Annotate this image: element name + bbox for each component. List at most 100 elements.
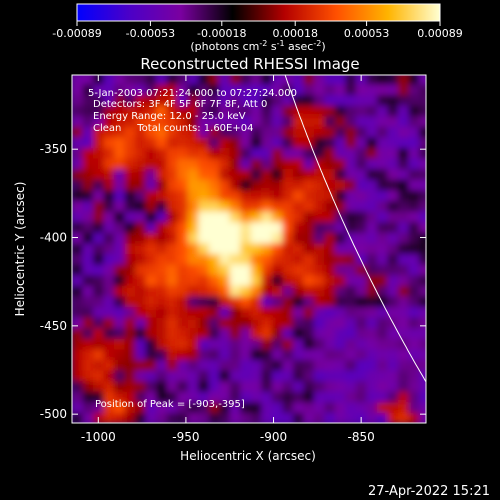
heatmap-cell <box>313 295 325 308</box>
heatmap-cell <box>166 412 178 423</box>
heatmap-cell <box>187 338 199 350</box>
heatmap-cell <box>229 264 241 276</box>
heatmap-cell <box>408 391 420 403</box>
heatmap-cell <box>145 306 157 318</box>
heatmap-cell <box>72 189 84 202</box>
heatmap-cell <box>72 179 84 191</box>
heatmap-cell <box>219 264 231 276</box>
heatmap-cell <box>282 401 294 414</box>
heatmap-cell <box>229 105 241 117</box>
heatmap-cell <box>355 370 368 382</box>
heatmap-cell <box>334 380 346 392</box>
heatmap-cell <box>387 391 399 403</box>
heatmap-cell <box>124 391 136 403</box>
heatmap-cell <box>313 221 325 233</box>
heatmap-cell <box>271 274 283 286</box>
heatmap-cell <box>282 359 294 371</box>
heatmap-cell <box>376 232 389 244</box>
heatmap-cell <box>376 412 389 423</box>
heatmap-cell <box>376 168 389 180</box>
heatmap-cell <box>397 179 410 191</box>
heatmap-cell <box>103 370 115 382</box>
heatmap-cell <box>355 264 368 276</box>
heatmap-cell <box>156 242 168 255</box>
heatmap-cell <box>355 168 368 180</box>
heatmap-cell <box>271 168 283 180</box>
heatmap-cell <box>397 168 410 180</box>
heatmap-cell <box>271 380 283 392</box>
heatmap-cell <box>376 221 389 233</box>
heatmap-cell <box>387 338 399 350</box>
heatmap-cell <box>282 295 294 308</box>
heatmap-cell <box>240 338 252 350</box>
heatmap-cell <box>219 179 231 191</box>
heatmap-cell <box>177 348 189 361</box>
heatmap-cell <box>145 380 157 392</box>
heatmap-cell <box>240 253 252 265</box>
heatmap-cell <box>261 200 273 212</box>
heatmap-cell <box>366 221 378 233</box>
heatmap-cell <box>156 211 168 223</box>
heatmap-cell <box>345 370 357 382</box>
heatmap-cell <box>313 338 325 350</box>
heatmap-cell <box>177 242 189 255</box>
heatmap-cell <box>229 136 241 149</box>
heatmap-cell <box>103 115 115 127</box>
heatmap-cell <box>418 94 426 106</box>
heatmap-cell <box>397 75 410 85</box>
heatmap-cell <box>103 412 115 423</box>
heatmap-cell <box>124 158 136 170</box>
heatmap-cell <box>387 179 399 191</box>
heatmap-cell <box>418 338 426 350</box>
heatmap-cell <box>313 412 325 423</box>
heatmap-cell <box>313 380 325 392</box>
heatmap-cell <box>250 348 262 361</box>
heatmap-cell <box>240 295 252 308</box>
heatmap-cell <box>292 317 304 329</box>
heatmap-cell <box>145 412 157 423</box>
heatmap-cell <box>219 221 231 233</box>
heatmap-cell <box>397 242 410 255</box>
heatmap-cell <box>334 391 346 403</box>
heatmap-cell <box>135 295 147 308</box>
heatmap-cell <box>282 285 294 297</box>
heatmap-cell <box>271 189 283 202</box>
heatmap-cell <box>303 83 315 96</box>
heatmap-cell <box>72 242 84 255</box>
heatmap-cell <box>82 338 94 350</box>
heatmap-cell <box>418 126 426 138</box>
heatmap-cell <box>313 285 325 297</box>
heatmap-cell <box>376 327 389 339</box>
heatmap-cell <box>156 327 168 339</box>
heatmap-cell <box>82 179 94 191</box>
heatmap-cell <box>166 359 178 371</box>
heatmap-cell <box>114 75 126 85</box>
heatmap-cell <box>397 189 410 202</box>
heatmap-cell <box>135 285 147 297</box>
heatmap-cell <box>187 105 199 117</box>
heatmap-cell <box>145 264 157 276</box>
heatmap-cell <box>376 136 389 149</box>
heatmap-cell <box>376 105 389 117</box>
heatmap-cell <box>334 359 346 371</box>
heatmap-cell <box>282 264 294 276</box>
heatmap-cell <box>208 401 220 414</box>
heatmap-cell <box>324 158 336 170</box>
heatmap-cell <box>156 189 168 202</box>
heatmap-cell <box>261 189 273 202</box>
heatmap-cell <box>334 295 346 308</box>
heatmap-cell <box>93 232 105 244</box>
heatmap-cell <box>250 401 262 414</box>
heatmap-cell <box>219 94 231 106</box>
heatmap-cell <box>345 147 357 159</box>
heatmap-cell <box>313 348 325 361</box>
heatmap-cell <box>250 126 262 138</box>
heatmap-cell <box>292 242 304 255</box>
heatmap-cell <box>135 412 147 423</box>
heatmap-cell <box>72 158 84 170</box>
heatmap-cell <box>250 221 262 233</box>
heatmap-cell <box>93 94 105 106</box>
heatmap-cell <box>219 147 231 159</box>
y-axis-label: Heliocentric Y (arcsec) <box>13 182 27 317</box>
heatmap-cell <box>229 221 241 233</box>
